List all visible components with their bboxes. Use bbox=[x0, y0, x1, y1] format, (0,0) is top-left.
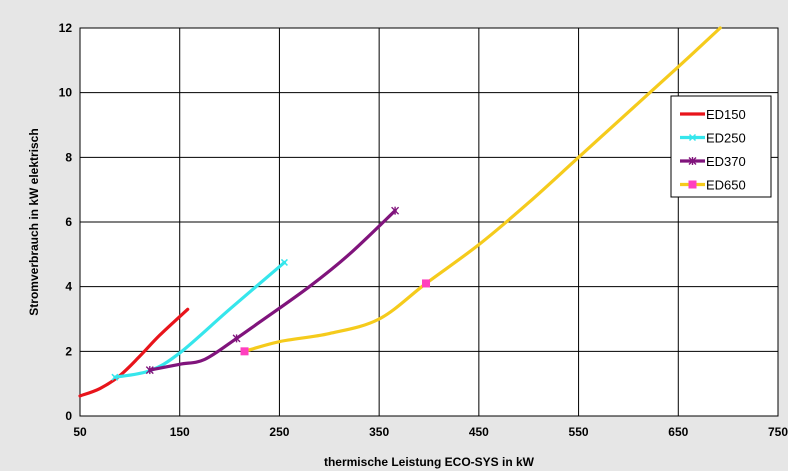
data-point-ed370 bbox=[391, 206, 400, 215]
data-point-ed650 bbox=[422, 279, 431, 288]
y-tick-label: 4 bbox=[65, 280, 72, 294]
x-tick-label: 350 bbox=[369, 425, 389, 439]
legend-label-ed370: ED370 bbox=[706, 154, 746, 169]
series-lines bbox=[78, 26, 722, 398]
data-point-ed250 bbox=[111, 373, 119, 381]
legend-items: ED150 ED250 ED370 ED650 bbox=[680, 107, 746, 193]
series-line-ed250 bbox=[113, 260, 287, 379]
legend-label-ed650: ED650 bbox=[706, 178, 746, 193]
data-point-ed370 bbox=[145, 366, 154, 375]
data-point-ed250 bbox=[280, 258, 288, 266]
x-tick-label: 650 bbox=[668, 425, 688, 439]
legend-label-ed250: ED250 bbox=[706, 131, 746, 146]
x-tick-label: 750 bbox=[768, 425, 788, 439]
data-point-ed370 bbox=[232, 334, 241, 343]
x-tick-label: 450 bbox=[469, 425, 489, 439]
y-tick-label: 8 bbox=[65, 150, 72, 164]
y-tick-label: 2 bbox=[65, 344, 72, 358]
x-tick-label: 50 bbox=[73, 425, 87, 439]
x-tick-label: 150 bbox=[170, 425, 190, 439]
legend-label-ed150: ED150 bbox=[706, 107, 746, 122]
series-line-ed370 bbox=[148, 209, 397, 372]
y-tick-label: 0 bbox=[65, 409, 72, 423]
y-tick-label: 10 bbox=[59, 86, 73, 100]
series-line-ed150 bbox=[78, 307, 190, 398]
legend-marker-ed250 bbox=[688, 133, 697, 142]
x-tick-label: 550 bbox=[569, 425, 589, 439]
series-line-ed650 bbox=[242, 26, 722, 353]
legend-marker-ed370 bbox=[688, 157, 697, 165]
y-tick-label: 12 bbox=[59, 21, 73, 35]
data-point-ed650 bbox=[240, 347, 249, 356]
y-tick-label: 6 bbox=[65, 215, 72, 229]
legend-marker-ed650 bbox=[688, 180, 697, 189]
series-markers bbox=[111, 206, 431, 381]
tick-labels: 50 150 250 350 450 550 650 750 0 2 4 6 8 10 12 bbox=[59, 21, 788, 439]
x-tick-label: 250 bbox=[269, 425, 289, 439]
legend: ED150 ED250 ED370 ED650 bbox=[670, 95, 772, 198]
x-axis-title: thermische Leistung ECO-SYS in kW bbox=[324, 455, 535, 469]
y-axis-title: Stromverbrauch in kW elektrisch bbox=[27, 128, 41, 315]
